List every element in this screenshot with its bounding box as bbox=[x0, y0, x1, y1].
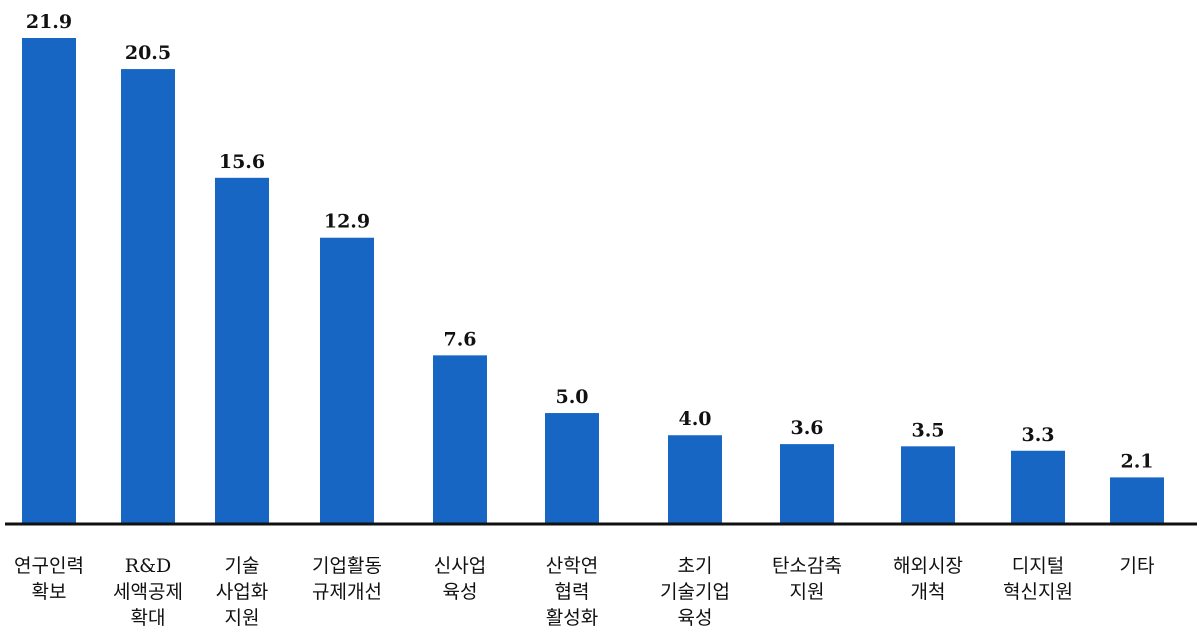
category-label-line: 지원 bbox=[790, 581, 825, 603]
bar-value-label-10: 2.1 bbox=[1120, 450, 1153, 472]
category-label-line: 디지털 bbox=[1012, 555, 1064, 577]
bar-value-label-1: 20.5 bbox=[125, 42, 171, 64]
category-label-line: 규제개선 bbox=[312, 581, 382, 603]
bar-value-label-2: 15.6 bbox=[219, 151, 265, 173]
bar-value-label-3: 12.9 bbox=[324, 211, 370, 233]
category-label-line: 산학연 bbox=[546, 555, 598, 577]
category-label-line: 기술 bbox=[225, 555, 260, 577]
category-label-line: 연구인력 bbox=[14, 555, 84, 577]
value-labels-group: 21.9 20.5 15.6 12.9 7.6 5.0 4.0 3.6 3.5 3.3 2.1 bbox=[26, 11, 1154, 472]
bar-7 bbox=[780, 444, 834, 524]
category-label-line: 기타 bbox=[1120, 555, 1155, 577]
bar-5 bbox=[545, 413, 599, 524]
bar-value-label-7: 3.6 bbox=[790, 417, 823, 439]
category-label-line: 활성화 bbox=[546, 607, 598, 629]
category-label-line: 세액공제 bbox=[113, 581, 183, 603]
bar-value-label-4: 7.6 bbox=[443, 328, 476, 350]
bar-4 bbox=[433, 355, 487, 524]
bar-6 bbox=[668, 435, 722, 524]
category-label-line: 확대 bbox=[131, 607, 166, 629]
category-label-line: R&D bbox=[125, 555, 171, 577]
category-label-line: 사업화 bbox=[216, 581, 268, 603]
category-label-line: 신사업 bbox=[434, 555, 486, 577]
bar-value-label-8: 3.5 bbox=[911, 419, 944, 441]
bar-value-label-5: 5.0 bbox=[555, 386, 588, 408]
bar-0 bbox=[22, 38, 76, 524]
bar-3 bbox=[320, 237, 374, 525]
bar-value-label-9: 3.3 bbox=[1021, 424, 1054, 446]
category-label-10: 기타 bbox=[1120, 555, 1155, 577]
bar-9 bbox=[1011, 450, 1065, 524]
bar-8 bbox=[901, 446, 955, 524]
category-label-line: 지원 bbox=[225, 607, 260, 629]
category-label-line: 기술기업 bbox=[660, 581, 730, 603]
category-label-line: 초기 bbox=[678, 555, 713, 577]
bar-1 bbox=[121, 69, 175, 525]
category-label-line: 개척 bbox=[911, 581, 946, 603]
bar-10 bbox=[1110, 477, 1164, 524]
category-label-line: 탄소감축 bbox=[772, 555, 842, 577]
bar-value-label-0: 21.9 bbox=[26, 11, 72, 33]
category-label-line: 혁신지원 bbox=[1003, 581, 1073, 603]
category-label-line: 기업활동 bbox=[312, 555, 382, 577]
category-label-line: 확보 bbox=[32, 581, 67, 603]
category-label-line: 협력 bbox=[555, 581, 590, 603]
bars-group bbox=[22, 38, 1164, 525]
bar-2 bbox=[215, 177, 269, 524]
category-label-line: 해외시장 bbox=[893, 555, 963, 577]
category-label-line: 육성 bbox=[678, 607, 713, 629]
category-label-line: 육성 bbox=[443, 581, 478, 603]
bar-value-label-6: 4.0 bbox=[678, 408, 711, 430]
